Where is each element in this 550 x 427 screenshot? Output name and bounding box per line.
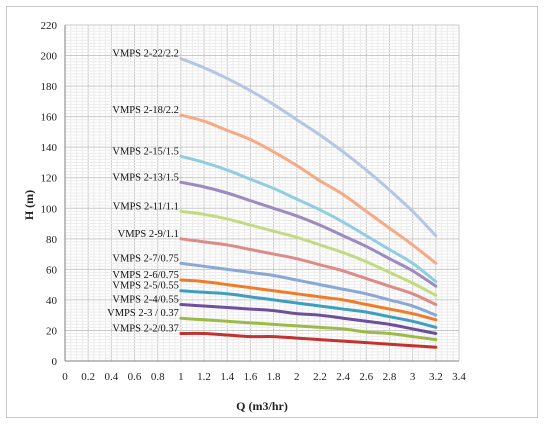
series-lines xyxy=(179,57,438,349)
y-tick-label: 0 xyxy=(52,356,58,368)
series-line xyxy=(179,154,438,284)
series-line xyxy=(179,302,438,336)
y-tick-label: 160 xyxy=(41,112,58,124)
series-line xyxy=(179,209,438,297)
y-tick-label: 120 xyxy=(41,173,58,185)
series-label: VMPS 2-11/1.1 xyxy=(113,201,179,212)
x-tick-label: 1 xyxy=(178,371,184,383)
y-tick-label: 140 xyxy=(41,142,58,154)
series-label: VMPS 2-7/0.75 xyxy=(112,253,179,264)
series-line xyxy=(179,237,438,306)
x-tick-label: 2.6 xyxy=(359,371,373,383)
series-line xyxy=(179,180,438,288)
series-label: VMPS 2-2/0.37 xyxy=(112,324,179,335)
x-tick-label: 1.6 xyxy=(244,371,258,383)
series-line xyxy=(179,278,438,322)
series-label: VMPS 2-9/1.1 xyxy=(118,229,179,240)
x-tick-label: 3.4 xyxy=(452,371,466,383)
x-tick-label: 2.2 xyxy=(313,371,327,383)
series-label: VMPS 2-22/2.2 xyxy=(112,49,179,60)
x-tick-label: 0.8 xyxy=(151,371,165,383)
series-label: VMPS 2-4/0.55 xyxy=(112,294,179,305)
x-tick-label: 2 xyxy=(294,371,300,383)
x-tick-label: 1.8 xyxy=(267,371,281,383)
series-label: VMPS 2-3 / 0.37 xyxy=(107,308,179,319)
y-tick-label: 80 xyxy=(46,234,58,246)
series-labels: VMPS 2-22/2.2 VMPS 2-18/2.2 VMPS 2-15/1.5 V… xyxy=(107,49,179,335)
y-tick-label: 220 xyxy=(41,20,58,32)
x-tick-label: 2.8 xyxy=(383,371,397,383)
x-tick-label: 0.4 xyxy=(104,371,118,383)
y-tick-label: 180 xyxy=(41,81,58,93)
axes: 0 0.2 0.4 0.6 0.8 1 1.2 1.4 1.6 1.8 2 2.2 2.4 2.6 2.8 3… xyxy=(41,20,467,383)
series-label: VMPS 2-18/2.2 xyxy=(112,105,179,116)
y-tick-label: 20 xyxy=(46,325,58,337)
y-axis-title: H (m) xyxy=(22,190,36,220)
series-line xyxy=(179,331,438,349)
series-line xyxy=(179,57,438,238)
grid xyxy=(64,24,460,362)
x-axis-title: Q (m3/hr) xyxy=(236,399,288,413)
x-tick-label: 3.2 xyxy=(429,371,443,383)
x-tick-label: 3 xyxy=(410,371,416,383)
series-label: VMPS 2-5/0.55 xyxy=(112,281,179,292)
series-line xyxy=(179,261,438,317)
x-tick-label: 0.6 xyxy=(128,371,142,383)
y-tick-label: 200 xyxy=(41,51,58,63)
series-label: VMPS 2-6/0.75 xyxy=(112,270,179,281)
series-label: VMPS 2-13/1.5 xyxy=(112,172,179,183)
x-tick-label: 1.4 xyxy=(220,371,234,383)
y-tick-label: 100 xyxy=(41,203,58,215)
series-line xyxy=(179,316,438,342)
y-tick-label: 40 xyxy=(46,295,58,307)
x-tick-label: 1.2 xyxy=(197,371,211,383)
x-tick-label: 0.2 xyxy=(81,371,95,383)
series-line xyxy=(179,289,438,329)
series-label: VMPS 2-15/1.5 xyxy=(112,146,179,157)
series-line xyxy=(179,113,438,265)
y-tick-label: 60 xyxy=(46,264,58,276)
x-tick-label: 2.4 xyxy=(336,371,350,383)
x-tick-label: 0 xyxy=(62,371,68,383)
chart-frame xyxy=(6,6,538,418)
